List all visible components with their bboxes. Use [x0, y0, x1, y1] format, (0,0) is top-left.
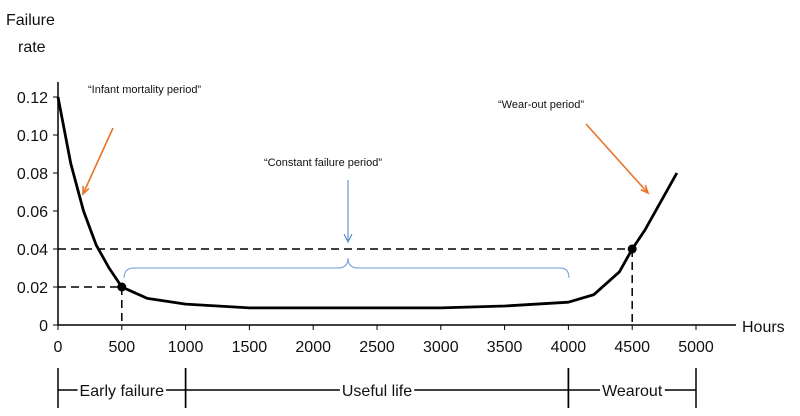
arrow	[82, 127, 114, 195]
label-bg	[77, 383, 167, 400]
y-tick-label: 0.04	[17, 242, 48, 259]
phase-label: Wearout	[602, 383, 663, 400]
y-tick-label: 0.02	[17, 280, 48, 297]
y-tick-label: 0.06	[17, 204, 48, 221]
arrow	[585, 123, 649, 194]
line	[56, 96, 679, 310]
arrows	[82, 123, 649, 279]
x-tick-label: 2000	[295, 339, 331, 356]
phase-label: Early failure	[80, 383, 165, 400]
x-tick-label: 2500	[359, 339, 395, 356]
brace	[123, 257, 570, 279]
marker	[117, 282, 127, 292]
label-bg	[339, 383, 415, 400]
x-tick-label: 4500	[614, 339, 650, 356]
y-tick-label: 0.10	[17, 128, 48, 145]
x-axis-label: Hours	[742, 319, 785, 336]
x-tick-label: 5000	[678, 339, 714, 356]
x-tick-label: 0	[54, 339, 63, 356]
x-tick-label: 3500	[487, 339, 523, 356]
y-tick-label: 0	[39, 318, 48, 335]
y-tick-label: 0.12	[17, 90, 48, 107]
x-tick-label: 3000	[423, 339, 459, 356]
y-tick-label: 0.08	[17, 166, 48, 183]
y-axis-label: Failure	[6, 12, 55, 29]
x-tick-label: 500	[108, 339, 135, 356]
annotation: “Wear-out period”	[498, 99, 584, 111]
annotation: “Constant failure period”	[264, 157, 382, 169]
arrow-head	[343, 233, 353, 244]
phase-label: Useful life	[342, 383, 412, 400]
x-tick-label: 1500	[232, 339, 268, 356]
annotation: “Infant mortality period”	[88, 84, 201, 96]
label-bg	[600, 383, 665, 400]
y-axis-label: rate	[18, 39, 46, 56]
marker	[627, 244, 637, 254]
arrow-head	[640, 185, 650, 195]
x-tick-label: 4000	[551, 339, 587, 356]
x-tick-label: 1000	[168, 339, 204, 356]
arrow-head	[82, 185, 90, 196]
